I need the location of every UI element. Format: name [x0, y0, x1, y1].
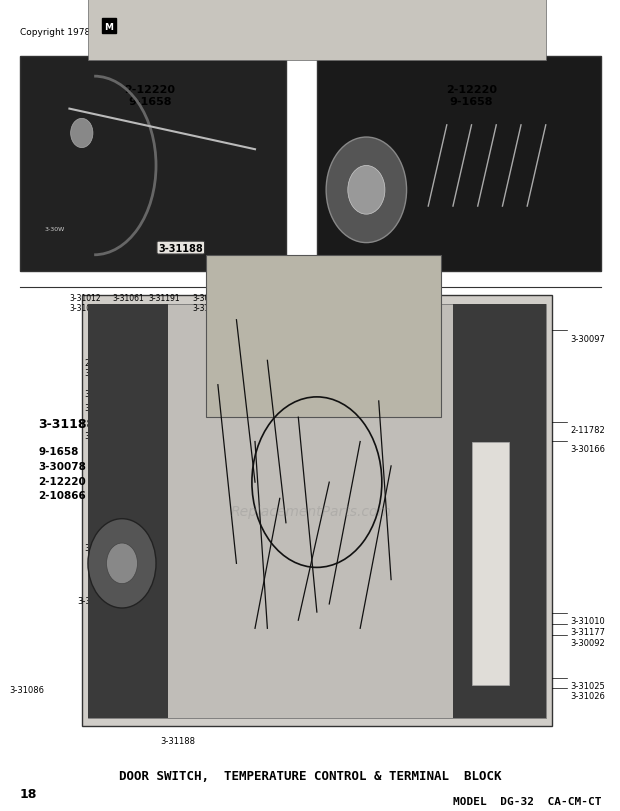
Bar [88, 304, 169, 718]
Text: ReplacementParts.com: ReplacementParts.com [230, 504, 391, 518]
Text: 3-31086: 3-31086 [10, 685, 45, 694]
Text: 3-31061
3-31141: 3-31061 3-31141 [112, 294, 144, 313]
Text: 3-31025: 3-31025 [570, 681, 605, 690]
Text: Copyright 1978      THE MAYTAG COMPANY   ●  Newton, Iowa  ●  Printed in U.S.A.: Copyright 1978 THE MAYTAG COMPANY ● Newt… [20, 28, 387, 36]
Text: 2-12951: 2-12951 [84, 358, 119, 367]
Bar [102, 19, 116, 34]
Bar [20, 57, 286, 272]
Text: 3-30077  2-12220: 3-30077 2-12220 [249, 294, 317, 303]
Bar [472, 442, 508, 685]
Text: 3-31068: 3-31068 [84, 431, 119, 440]
Bar [205, 255, 441, 418]
Text: 3-30018: 3-30018 [84, 404, 119, 413]
Bar [88, 304, 546, 718]
Text: 2-12220: 2-12220 [38, 476, 86, 486]
Text: 3-31191: 3-31191 [148, 294, 180, 303]
Text: 18: 18 [20, 787, 37, 800]
Bar [317, 57, 601, 272]
Text: DOOR SWITCH,  TEMPERATURE CONTROL & TERMINAL  BLOCK: DOOR SWITCH, TEMPERATURE CONTROL & TERMI… [120, 769, 502, 782]
Text: 3-31177: 3-31177 [570, 628, 606, 637]
Text: 3-31010: 3-31010 [570, 616, 605, 625]
Text: 3-30097: 3-30097 [570, 334, 605, 343]
Text: 3-31160: 3-31160 [84, 369, 119, 378]
Text: 3-30166: 3-30166 [570, 444, 606, 453]
Text: 2-12220
9-1658: 2-12220 9-1658 [446, 85, 497, 107]
Circle shape [326, 138, 407, 243]
Text: 3-30W: 3-30W [45, 227, 65, 232]
Text: 3-31188: 3-31188 [38, 418, 95, 431]
Circle shape [348, 166, 385, 215]
Text: 3-30092: 3-30092 [570, 638, 605, 647]
Text: M: M [105, 23, 113, 32]
Circle shape [88, 519, 156, 608]
Text: 3-30065
3-31012: 3-30065 3-31012 [193, 294, 224, 313]
Bar [82, 296, 552, 726]
Circle shape [107, 543, 138, 584]
Circle shape [71, 119, 93, 148]
Text: 3-31026: 3-31026 [570, 691, 605, 700]
Text: 3-31188: 3-31188 [160, 736, 195, 745]
Text: 2-12220
9-1658: 2-12220 9-1658 [125, 85, 175, 107]
Text: MODEL  DG-32  CA-CM-CT: MODEL DG-32 CA-CM-CT [453, 796, 601, 806]
Bar [88, 0, 546, 61]
Text: 9-1658: 9-1658 [264, 282, 302, 292]
Text: 2-11782: 2-11782 [570, 426, 605, 435]
Text: 9-1658: 9-1658 [38, 447, 79, 457]
Text: 3-31004: 3-31004 [84, 389, 119, 398]
Text: 3-30078: 3-30078 [38, 461, 86, 471]
Text: 3-31012
3-31014: 3-31012 3-31014 [69, 294, 101, 313]
Bar [453, 304, 546, 718]
Text: 2-10866: 2-10866 [38, 491, 86, 500]
Text: 3-31026: 3-31026 [84, 543, 119, 552]
Text: 3-31188: 3-31188 [158, 243, 203, 253]
Text: 3-30183: 3-30183 [78, 596, 113, 605]
